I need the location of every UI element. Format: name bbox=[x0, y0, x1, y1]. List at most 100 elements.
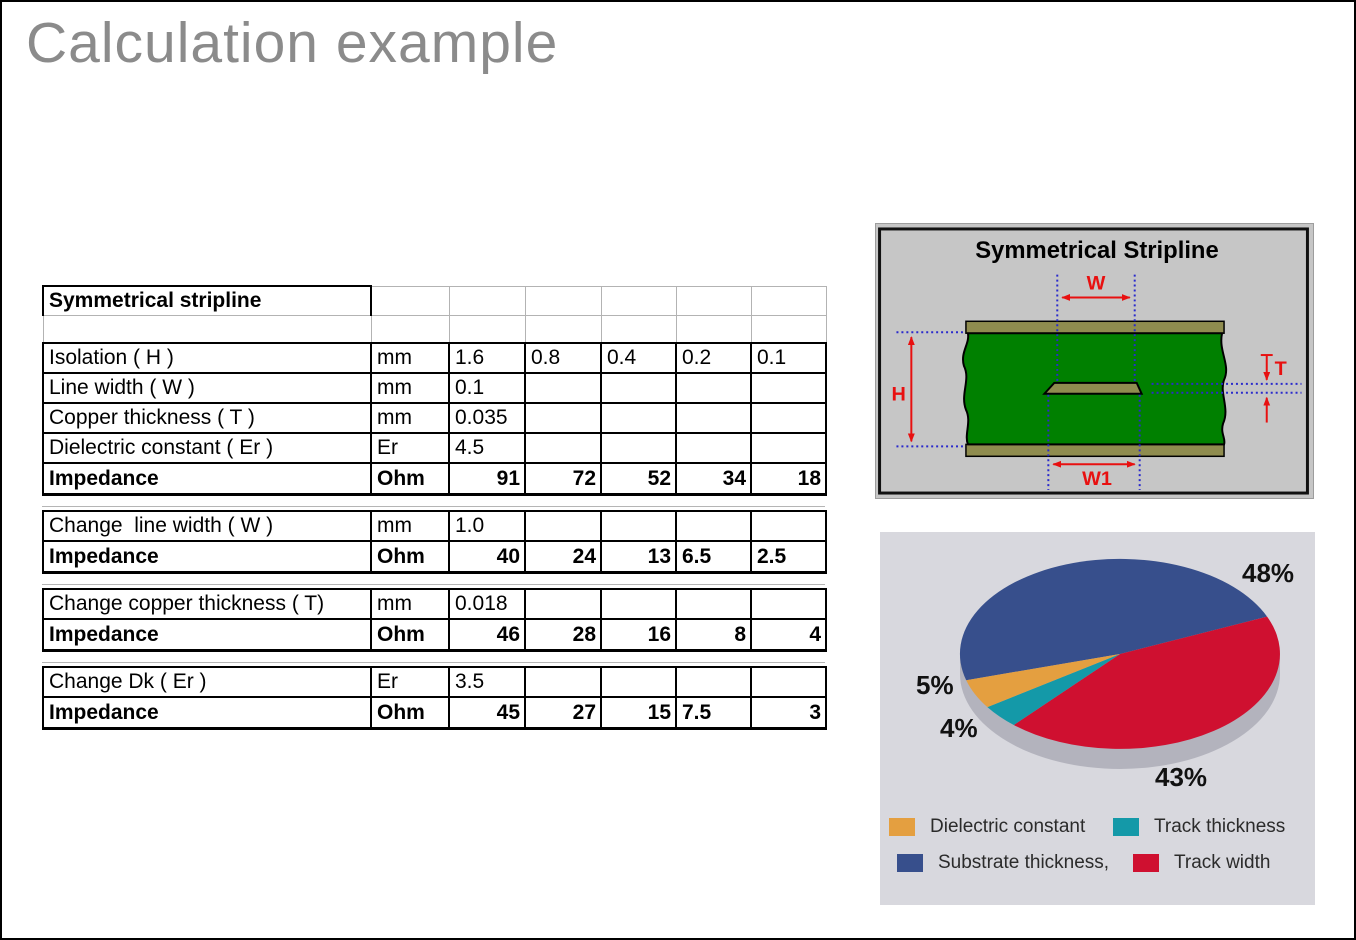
table-row: Impedance Ohm 46 28 16 8 4 bbox=[42, 618, 827, 652]
value-cell: 3 bbox=[750, 696, 827, 730]
legend-swatch bbox=[1113, 818, 1139, 836]
row-label-cell: Isolation ( H ) bbox=[42, 342, 372, 374]
value-cell: Ohm bbox=[370, 462, 450, 496]
value-cell: mm bbox=[370, 588, 450, 620]
value-cell: Ohm bbox=[370, 696, 450, 730]
value-cell: 24 bbox=[524, 540, 602, 574]
value-cell bbox=[750, 315, 827, 344]
value-cell: 6.5 bbox=[675, 540, 752, 574]
row-label-cell: Copper thickness ( T ) bbox=[42, 402, 372, 434]
table-section: Change line width ( W ) mm 1.0 Impedance Ohm… bbox=[42, 510, 827, 574]
table-row: Symmetrical stripline bbox=[42, 285, 827, 316]
row-label-cell: Dielectric constant ( Er ) bbox=[42, 432, 372, 464]
pie-chart-panel: 48% 43% 4% 5% Dielectric constant Track t… bbox=[880, 532, 1315, 905]
value-cell: 1.0 bbox=[448, 510, 526, 542]
value-cell: 0.1 bbox=[750, 342, 827, 374]
value-cell: 16 bbox=[600, 618, 677, 652]
value-cell: 7.5 bbox=[675, 696, 752, 730]
value-cell: 8 bbox=[675, 618, 752, 652]
value-cell: 28 bbox=[524, 618, 602, 652]
value-cell: 91 bbox=[448, 462, 526, 496]
value-cell: 34 bbox=[675, 462, 752, 496]
value-cell bbox=[524, 285, 602, 316]
value-cell: Ohm bbox=[370, 618, 450, 652]
track bbox=[1042, 381, 1144, 395]
value-cell bbox=[675, 315, 752, 344]
value-cell: mm bbox=[370, 510, 450, 542]
table-row: Change copper thickness ( T) mm 0.018 bbox=[42, 588, 827, 620]
value-cell: 52 bbox=[600, 462, 677, 496]
row-label-cell: Impedance bbox=[42, 696, 372, 730]
legend-swatch bbox=[897, 854, 923, 872]
row-label-cell: Change copper thickness ( T) bbox=[42, 588, 372, 620]
value-cell: 4 bbox=[750, 618, 827, 652]
value-cell: Ohm bbox=[370, 540, 450, 574]
table-row: Dielectric constant ( Er ) Er 4.5 bbox=[42, 432, 827, 464]
value-cell: 0.1 bbox=[448, 372, 526, 404]
legend-swatch bbox=[889, 818, 915, 836]
row-label-cell: Symmetrical stripline bbox=[42, 285, 372, 316]
table-section-gap bbox=[42, 574, 825, 585]
value-cell: 27 bbox=[524, 696, 602, 730]
value-cell bbox=[524, 588, 602, 620]
value-cell bbox=[524, 432, 602, 464]
value-cell bbox=[600, 432, 677, 464]
value-cell bbox=[675, 432, 752, 464]
pie-percent-label: 43% bbox=[1155, 762, 1208, 792]
value-cell bbox=[750, 372, 827, 404]
value-cell: 4.5 bbox=[448, 432, 526, 464]
value-cell: mm bbox=[370, 342, 450, 374]
value-cell: 40 bbox=[448, 540, 526, 574]
table-section: Change copper thickness ( T) mm 0.018 Imped… bbox=[42, 588, 827, 652]
table-row: Isolation ( H ) mm 1.6 0.8 0.4 0.2 0.1 bbox=[42, 342, 827, 374]
diagram-title: Symmetrical Stripline bbox=[975, 237, 1219, 264]
value-cell bbox=[370, 285, 450, 316]
value-cell: 2.5 bbox=[750, 540, 827, 574]
pie-slice-substrate-thickness bbox=[959, 558, 1268, 681]
table-row: Change Dk ( Er ) Er 3.5 bbox=[42, 666, 827, 698]
value-cell: 72 bbox=[524, 462, 602, 496]
value-cell bbox=[750, 285, 827, 316]
legend-item: Track thickness bbox=[1113, 816, 1285, 837]
value-cell: 0.8 bbox=[524, 342, 602, 374]
value-cell: mm bbox=[370, 372, 450, 404]
legend-label: Substrate thickness, bbox=[938, 852, 1110, 873]
legend-item: Substrate thickness, bbox=[897, 852, 1110, 873]
value-cell: 1.6 bbox=[448, 342, 526, 374]
pie-percent-label: 48% bbox=[1242, 558, 1295, 588]
value-cell bbox=[600, 315, 677, 344]
table-row: Copper thickness ( T ) mm 0.035 bbox=[42, 402, 827, 434]
row-label-cell: Change line width ( W ) bbox=[42, 510, 372, 542]
value-cell bbox=[600, 588, 677, 620]
value-cell bbox=[370, 315, 450, 344]
table-section-gap bbox=[42, 496, 825, 507]
value-cell bbox=[600, 372, 677, 404]
value-cell: 46 bbox=[448, 618, 526, 652]
value-cell bbox=[675, 372, 752, 404]
value-cell: 15 bbox=[600, 696, 677, 730]
table-row: Line width ( W ) mm 0.1 bbox=[42, 372, 827, 404]
row-label-cell: Impedance bbox=[42, 618, 372, 652]
value-cell bbox=[750, 510, 827, 542]
value-cell: 13 bbox=[600, 540, 677, 574]
value-cell bbox=[675, 402, 752, 434]
table-row: Impedance Ohm 91 72 52 34 18 bbox=[42, 462, 827, 496]
results-table: Symmetrical stripline Isolation ( H ) mm 1.… bbox=[42, 285, 827, 730]
value-cell bbox=[448, 285, 526, 316]
value-cell: 0.4 bbox=[600, 342, 677, 374]
value-cell: Er bbox=[370, 432, 450, 464]
row-label-cell: Line width ( W ) bbox=[42, 372, 372, 404]
value-cell bbox=[675, 285, 752, 316]
value-cell: Er bbox=[370, 666, 450, 698]
value-cell bbox=[448, 315, 526, 344]
value-cell bbox=[524, 510, 602, 542]
value-cell bbox=[675, 510, 752, 542]
value-cell bbox=[600, 402, 677, 434]
diagram-frame bbox=[878, 227, 1309, 495]
t-label: T bbox=[1275, 358, 1287, 380]
value-cell: mm bbox=[370, 402, 450, 434]
table-row: Change line width ( W ) mm 1.0 bbox=[42, 510, 827, 542]
pie-percent-label: 4% bbox=[940, 713, 978, 743]
legend-item: Track width bbox=[1133, 852, 1270, 873]
legend-label: Dielectric constant bbox=[930, 816, 1086, 837]
